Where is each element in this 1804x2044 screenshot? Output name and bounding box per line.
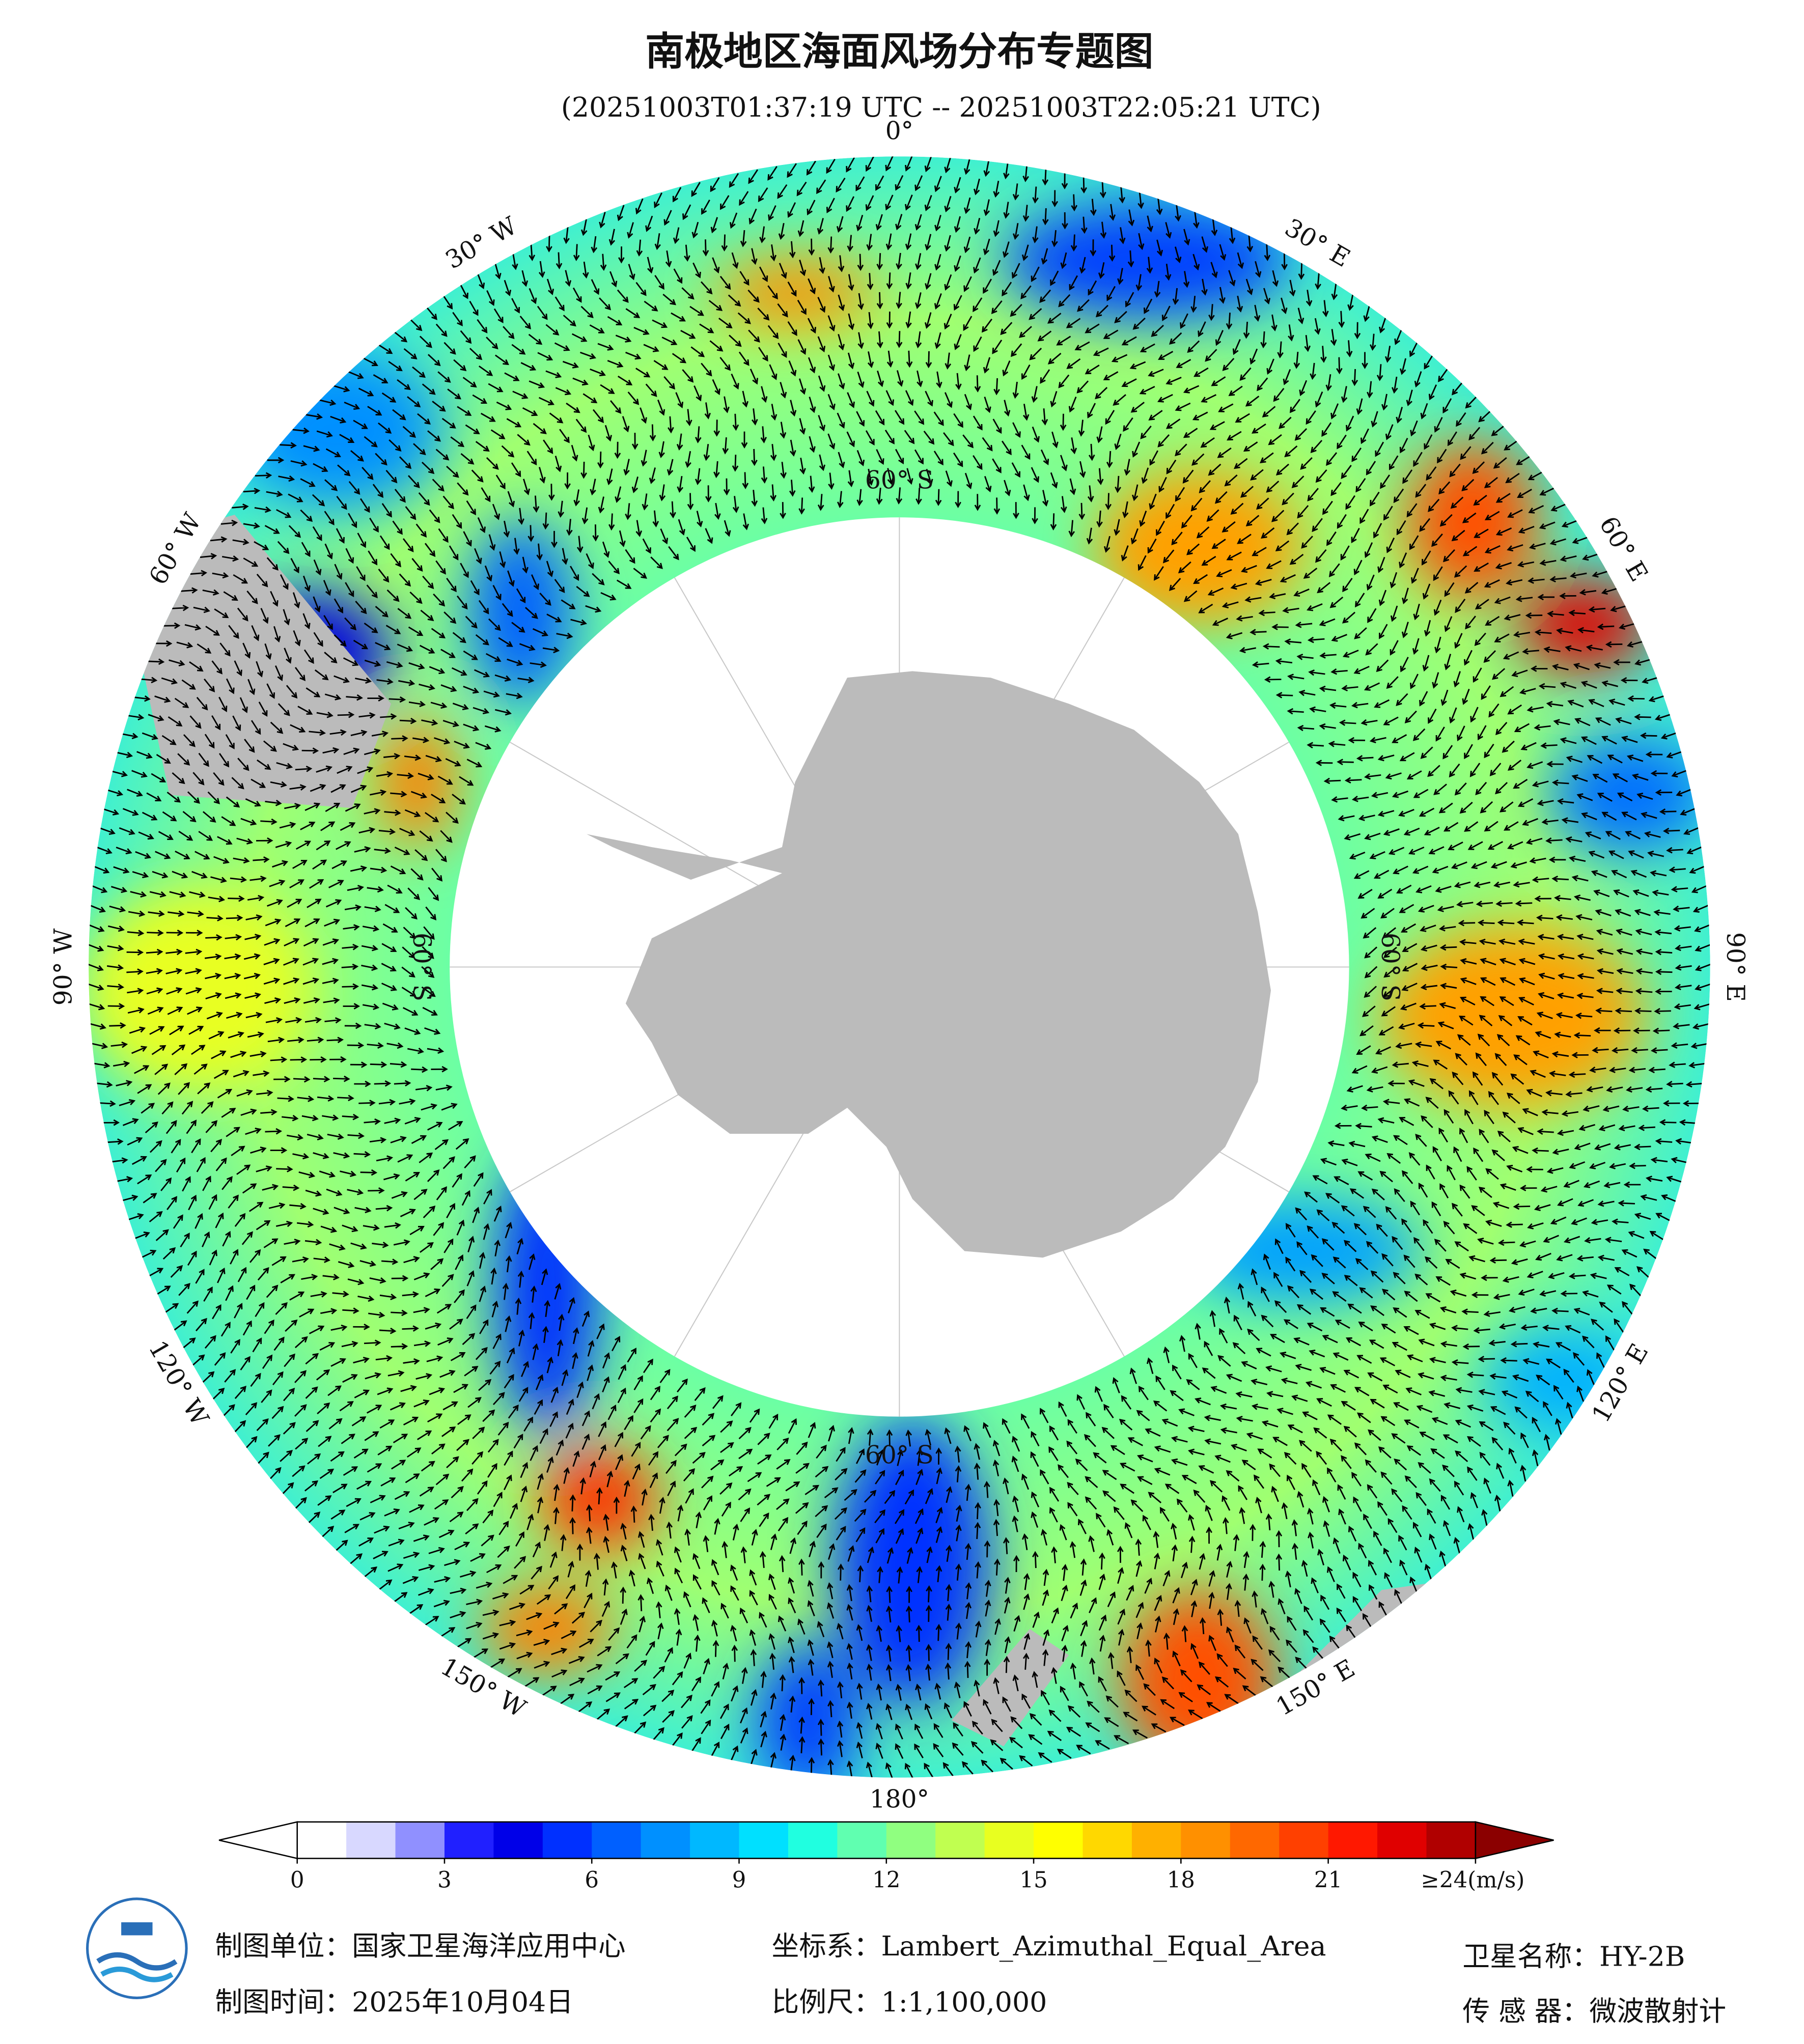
colorbar-swatch: [1230, 1822, 1280, 1859]
colorbar-swatch: [1426, 1822, 1476, 1859]
colorbar-tick-label: 15: [1019, 1868, 1047, 1893]
colorbar-tick-label: 21: [1314, 1868, 1342, 1893]
colorbar-swatch: [984, 1822, 1034, 1859]
colorbar-swatch: [1328, 1822, 1378, 1859]
subtitle: (20251003T01:37:19 UTC -- 20251003T22:05…: [561, 91, 1321, 123]
wind-arrows: [89, 156, 1710, 1778]
footer-date: 制图时间：2025年10月04日: [215, 1986, 573, 2018]
colorbar-swatch: [542, 1822, 593, 1859]
colorbar-swatch: [739, 1822, 789, 1859]
footer-sensor: 传 感 器：微波散射计: [1462, 1995, 1726, 2027]
colorbar-tick-label: 6: [585, 1868, 599, 1893]
longitude-label: 90° E: [1721, 932, 1750, 1002]
antarctica: [560, 671, 1271, 1258]
colorbar-swatch: [1279, 1822, 1329, 1859]
colorbar-swatch: [395, 1822, 445, 1859]
colorbar-swatch: [1377, 1822, 1427, 1859]
colorbar-swatch: [493, 1822, 543, 1859]
colorbar-tick-label: ≥24(m/s): [1421, 1868, 1524, 1893]
colorbar-under: [218, 1821, 298, 1860]
latitude-label: 60° S: [1376, 933, 1404, 1001]
colorbar-swatch: [1083, 1822, 1132, 1859]
longitude-label: 90° W: [49, 929, 78, 1006]
longitude-label: 180°: [870, 1785, 929, 1813]
footer-unit: 制图单位：国家卫星海洋应用中心: [215, 1930, 625, 1962]
colorbar-tick-label: 3: [437, 1868, 452, 1893]
colorbar-swatch: [297, 1822, 347, 1859]
colorbar-swatch: [641, 1822, 690, 1859]
colorbar-swatch: [444, 1822, 494, 1859]
colorbar-swatch: [592, 1822, 642, 1859]
footer-scale: 比例尺：1:1,100,000: [772, 1986, 1047, 2018]
longitude-label: 0°: [885, 117, 913, 146]
colorbar-swatch: [886, 1822, 936, 1859]
colorbar-swatch: [690, 1822, 740, 1859]
colorbar-swatch: [346, 1822, 396, 1859]
colorbar-swatch: [1034, 1822, 1084, 1859]
colorbar-tick-label: 0: [290, 1868, 304, 1893]
colorbar-tick-label: 12: [872, 1868, 900, 1893]
footer-crs: 坐标系：Lambert_Azimuthal_Equal_Area: [772, 1930, 1326, 1962]
colorbar-swatch: [1131, 1822, 1182, 1859]
colorbar-tick-label: 9: [732, 1868, 746, 1893]
colorbar-tick-label: 18: [1167, 1868, 1195, 1893]
colorbar: 0 3 6 9 12 15 18 21 ≥24(m/s): [218, 1821, 1554, 1893]
colorbar-swatch: [788, 1822, 838, 1859]
footer-satellite: 卫星名称：HY-2B: [1462, 1941, 1685, 1973]
colorbar-over: [1475, 1821, 1554, 1860]
arrow-field: [89, 156, 1710, 1778]
colorbar-swatch: [1181, 1822, 1231, 1859]
logo: [86, 1897, 188, 1999]
latitude-label: 60° S: [865, 1441, 934, 1470]
colorbar-swatch: [837, 1822, 887, 1859]
latitude-label: 60° S: [865, 466, 934, 495]
title: 南极地区海面风场分布专题图: [645, 29, 1153, 75]
latitude-label: 60° S: [407, 933, 436, 1001]
colorbar-swatch: [935, 1822, 985, 1859]
